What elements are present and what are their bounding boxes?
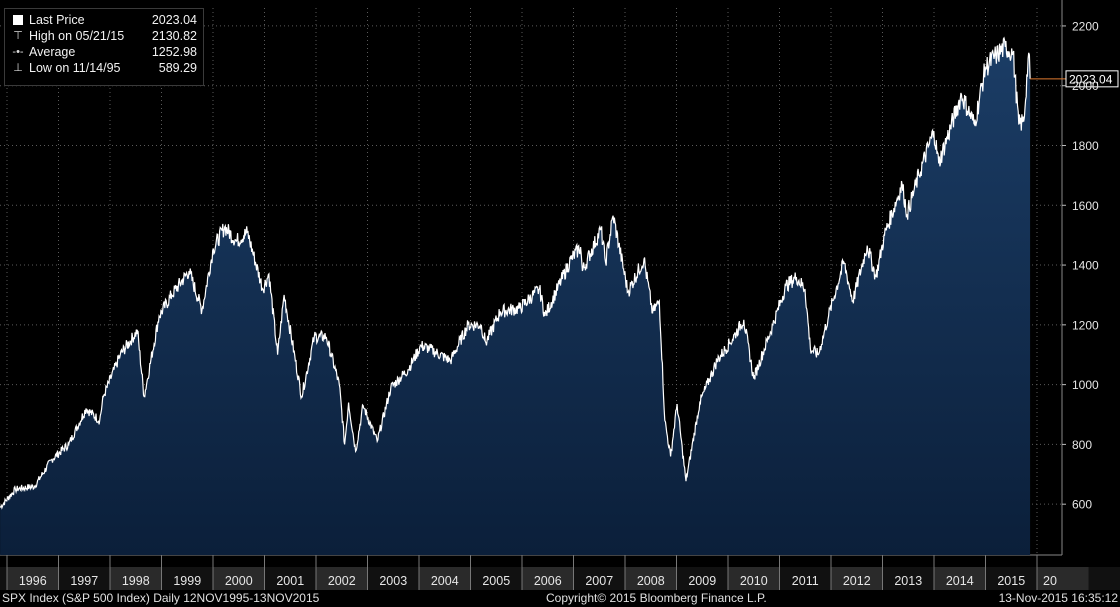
x-axis-year-band — [110, 567, 162, 590]
x-tick-label: 2013 — [894, 574, 922, 588]
high-marker-icon: ⊤ — [13, 30, 23, 42]
legend-value: 1252.98 — [151, 45, 197, 59]
y-tick-label: 600 — [1072, 498, 1092, 512]
x-tick-label: 2001 — [276, 574, 304, 588]
x-tick-label: 1997 — [70, 574, 98, 588]
footer-security-info: SPX Index (S&P 500 Index) Daily 12NOV199… — [2, 591, 320, 605]
x-tick-label: 1998 — [122, 574, 150, 588]
legend-box: Last Price 2023.04 ⊤ High on 05/21/15 21… — [4, 8, 204, 86]
last-price-tag-text: 2023.04 — [1069, 72, 1113, 86]
x-axis-year-band — [934, 567, 986, 590]
legend-row-low: ⊥ Low on 11/14/95 589.29 — [9, 60, 197, 76]
y-tick-label: 2200 — [1072, 19, 1099, 33]
x-axis-year-band — [728, 567, 780, 590]
x-tick-label: 2010 — [740, 574, 768, 588]
x-tick-label: 2004 — [431, 574, 459, 588]
x-tick-label: 2012 — [843, 574, 871, 588]
y-tick-label: 1000 — [1072, 378, 1099, 392]
legend-label: Average — [29, 45, 76, 59]
x-tick-label: 2008 — [637, 574, 665, 588]
legend-label: Last Price — [29, 13, 85, 27]
x-tick-label: 1999 — [173, 574, 201, 588]
y-tick-label: 1200 — [1072, 318, 1099, 332]
y-tick-label: 1600 — [1072, 199, 1099, 213]
x-tick-label: 2009 — [688, 574, 716, 588]
x-tick-label: 2014 — [946, 574, 974, 588]
y-tick-label: 1400 — [1072, 259, 1099, 273]
last-price-tag-box — [1065, 70, 1119, 88]
legend-value: 589.29 — [158, 61, 197, 75]
x-tick-label: 2015 — [997, 574, 1025, 588]
x-axis-year-band — [831, 567, 883, 590]
legend-row-high: ⊤ High on 05/21/15 2130.82 — [9, 28, 197, 44]
x-tick-label: 1996 — [19, 574, 47, 588]
legend-value: 2130.82 — [151, 29, 197, 43]
x-axis-year-band — [213, 567, 265, 590]
legend-label: Low on 11/14/95 — [29, 61, 121, 75]
x-axis-year-band — [625, 567, 677, 590]
legend-label: High on 05/21/15 — [29, 29, 125, 43]
x-axis-year-band — [1037, 567, 1089, 590]
last-price-tag: 2023.04 — [1065, 70, 1119, 88]
price-area-fill — [0, 38, 1031, 555]
legend-row-average: -•- Average 1252.98 — [9, 44, 197, 60]
price-chart: 2023.04 600 800 1000 1200 1400 1600 1800 2000 22… — [0, 0, 1120, 590]
average-marker-icon: -•- — [12, 46, 24, 58]
low-marker-icon: ⊥ — [13, 62, 23, 74]
price-series-line — [0, 36, 1031, 510]
x-axis-year-band — [316, 567, 368, 590]
legend-row-last-price: Last Price 2023.04 — [9, 12, 197, 28]
square-icon — [11, 12, 25, 28]
x-tick-label: 20 — [1043, 574, 1057, 588]
footer-bar: SPX Index (S&P 500 Index) Daily 12NOV199… — [0, 590, 1120, 607]
x-axis-year-band — [419, 567, 471, 590]
footer-timestamp: 13-Nov-2015 16:35:12 — [998, 591, 1118, 605]
x-tick-label: 2007 — [585, 574, 613, 588]
x-axis-year-band — [7, 567, 59, 590]
x-axis: 1996 1997 1998 1999 2000 2001 2002 2003 2004 2005… — [0, 555, 1120, 590]
y-tick-label: 1800 — [1072, 139, 1099, 153]
footer-copyright: Copyright© 2015 Bloomberg Finance L.P. — [546, 591, 767, 605]
x-tick-label: 2005 — [482, 574, 510, 588]
x-tick-label: 2000 — [225, 574, 253, 588]
y-tick-label: 800 — [1072, 438, 1092, 452]
x-tick-label: 2011 — [792, 574, 819, 588]
y-axis: 600 800 1000 1200 1400 1600 1800 2000 2200 — [1062, 19, 1099, 512]
x-tick-label: 2002 — [328, 574, 356, 588]
x-tick-label: 2006 — [534, 574, 562, 588]
y-tick-label: 2000 — [1072, 79, 1099, 93]
x-axis-year-band — [522, 567, 574, 590]
x-tick-label: 2003 — [379, 574, 407, 588]
legend-value: 2023.04 — [151, 13, 197, 27]
